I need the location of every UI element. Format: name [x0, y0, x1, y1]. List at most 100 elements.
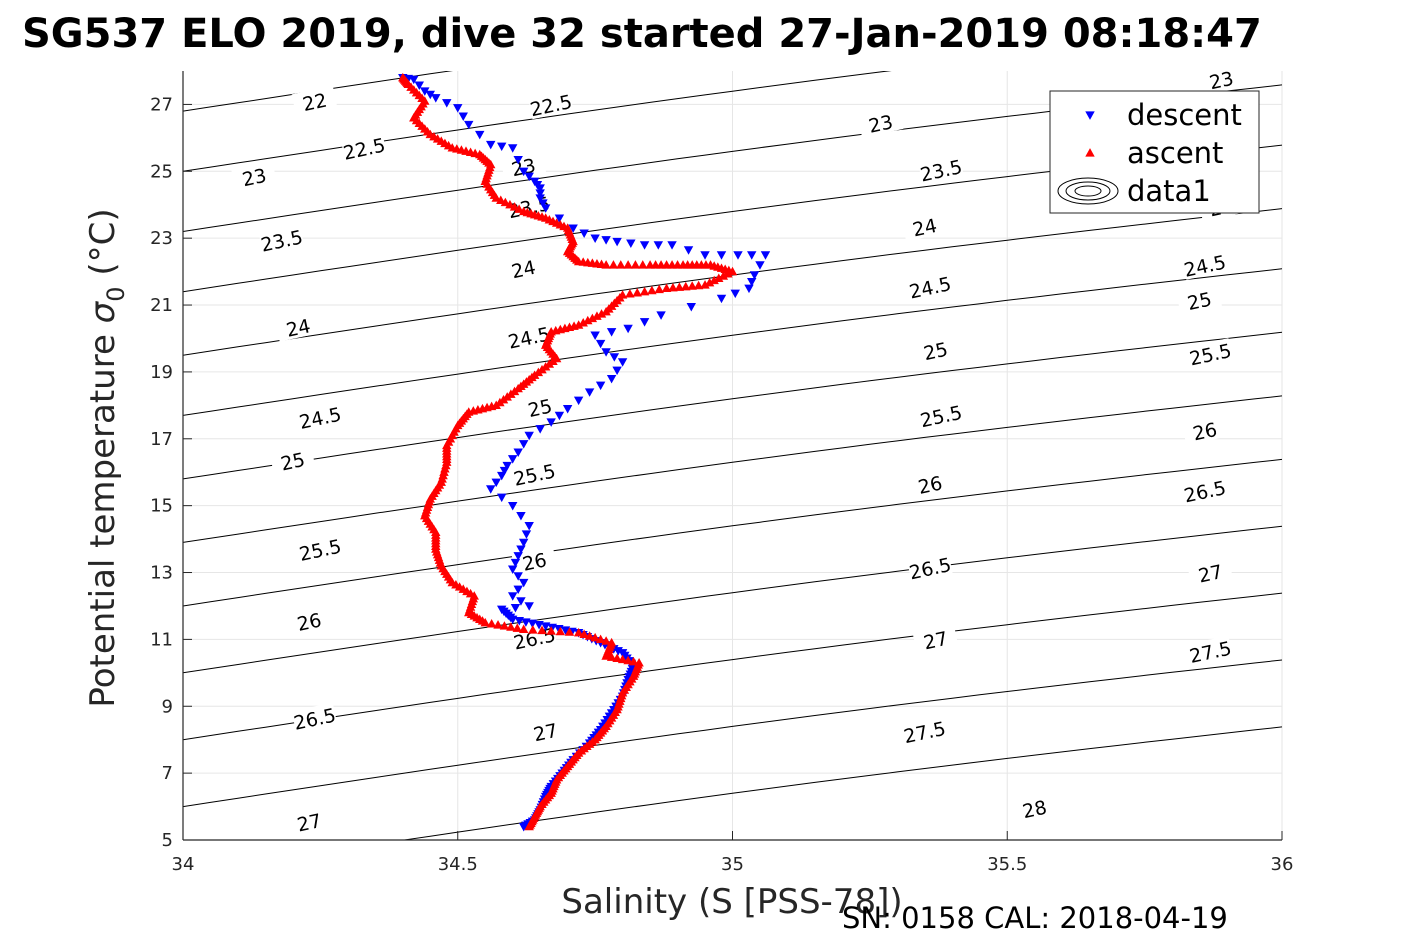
descent-point — [612, 366, 622, 376]
ascent-point — [601, 260, 611, 269]
contour-label-bg — [1187, 338, 1233, 369]
contour-label: 25 — [516, 391, 563, 422]
contour-label-text: 24 — [510, 257, 538, 284]
ascent-point — [601, 636, 611, 645]
descent-point — [507, 144, 518, 153]
descent-point — [606, 374, 617, 384]
descent-point — [499, 466, 510, 476]
descent-point — [507, 615, 518, 625]
ascent-point — [583, 315, 593, 325]
contour-label-text: 28 — [1021, 797, 1049, 824]
contour-label-bg — [291, 702, 338, 733]
y-tick-label: 7 — [162, 763, 173, 784]
ascent-point — [709, 275, 719, 285]
x-tick-label: 34 — [172, 854, 195, 875]
contour-label-bg — [522, 715, 569, 747]
isopycnal-27 — [183, 592, 1282, 741]
descent-point — [667, 241, 677, 250]
descent-point — [601, 236, 611, 245]
ascent-point — [601, 651, 611, 660]
descent-point — [535, 425, 545, 434]
ascent-point — [606, 652, 617, 661]
descent-point — [524, 172, 534, 182]
ascent-point — [630, 260, 641, 269]
isopycnal-25.5 — [183, 395, 1282, 543]
legend-label: descent — [1127, 98, 1242, 132]
descent-point — [547, 623, 557, 633]
ascent-point — [546, 626, 556, 635]
descent-point — [475, 130, 485, 140]
descent-point — [653, 241, 664, 250]
ascent-point — [555, 626, 566, 636]
descent-point — [755, 261, 765, 270]
descent-point — [516, 597, 526, 606]
ascent-point — [723, 269, 733, 278]
descent-point — [442, 99, 452, 108]
y-tick-label: 5 — [162, 830, 173, 851]
descent-point — [507, 565, 518, 574]
contour-label-bg — [907, 552, 953, 583]
y-tick-label: 13 — [150, 563, 173, 584]
descent-point — [497, 142, 507, 152]
ascent-point — [601, 306, 611, 316]
y-axis-label-suffix: (°C) — [83, 208, 123, 286]
y-tick-label: 9 — [162, 696, 173, 717]
descent-point — [747, 251, 757, 260]
descent-point — [639, 318, 650, 327]
y-tick-label: 23 — [150, 228, 173, 249]
descent-point — [554, 214, 565, 223]
ascent-point — [496, 195, 506, 204]
contour-label-bg — [907, 271, 953, 302]
descent-point — [623, 324, 633, 334]
descent-point — [514, 617, 525, 626]
contour-label: 24 — [901, 211, 948, 242]
contour-label-bg — [1181, 475, 1228, 506]
descent-point — [535, 189, 545, 198]
contour-label-bg — [505, 321, 552, 352]
descent-point — [518, 440, 529, 449]
ascent-point — [587, 313, 598, 323]
descent-point — [453, 104, 463, 113]
contour-label: 28 — [1011, 792, 1058, 824]
legend-label: data1 — [1127, 174, 1211, 208]
isopycnal-26.5 — [183, 525, 1282, 674]
contour-label-bg — [500, 150, 547, 182]
descent-point — [540, 204, 551, 213]
descent-point — [584, 388, 595, 397]
y-axis-label-prefix: Potential temperature — [83, 323, 123, 707]
descent-point — [617, 358, 628, 367]
descent-point — [590, 234, 600, 243]
ascent-point — [625, 289, 635, 298]
contour-label-bg — [918, 399, 964, 431]
contour-label-text: 25 — [526, 395, 554, 422]
contour-label-bg — [901, 211, 948, 242]
descent-point — [733, 251, 743, 260]
contour-label-bg — [918, 154, 964, 185]
descent-point — [579, 229, 589, 238]
ascent-point — [500, 197, 511, 207]
descent-point — [626, 239, 636, 249]
contour-labels: 2222.522.52323232323.523.523.52424242424… — [231, 63, 1244, 837]
contour-label-bg — [286, 605, 332, 636]
ascent-point — [592, 311, 602, 320]
contour-label-text: 26 — [1191, 419, 1219, 446]
ascent-point — [518, 624, 529, 634]
descent-point — [609, 353, 620, 362]
contour-label-bg — [1181, 415, 1228, 446]
descent-point — [513, 572, 523, 581]
descent-point — [683, 246, 694, 255]
descent-point — [749, 271, 760, 280]
ascent-point — [612, 653, 622, 662]
series-descent — [398, 74, 771, 832]
descent-point — [524, 431, 534, 441]
contour-label: 27 — [1187, 557, 1233, 587]
contour-label-text: 27 — [295, 810, 323, 837]
descent-point — [540, 622, 551, 631]
ascent-point — [668, 282, 678, 292]
contour-label-bg — [286, 806, 332, 837]
ascent-point — [700, 280, 710, 289]
contour-label-bg — [500, 252, 547, 284]
descent-point — [414, 81, 424, 91]
contour-label-text: 23 — [867, 111, 895, 138]
contour-label-bg — [1176, 284, 1222, 315]
